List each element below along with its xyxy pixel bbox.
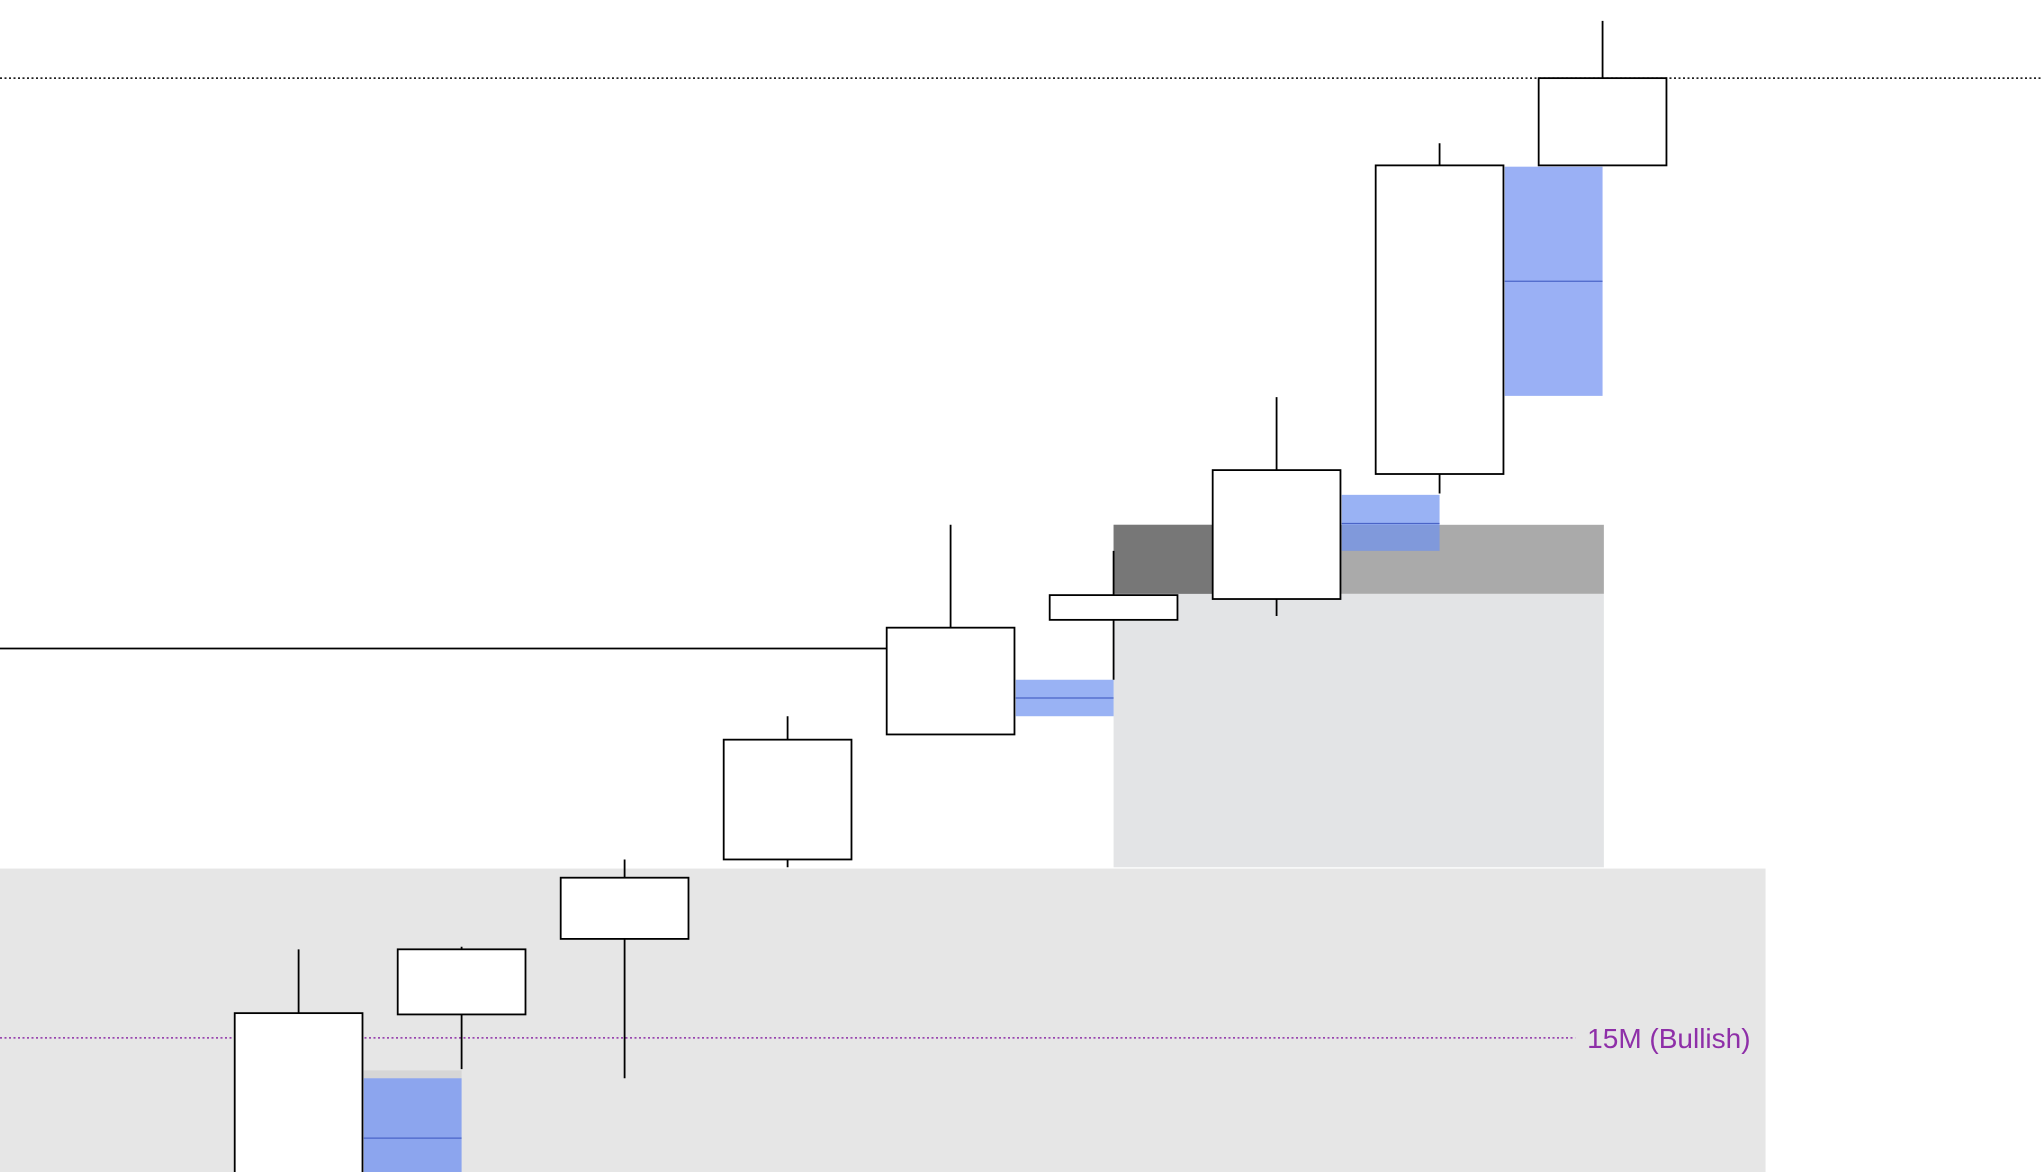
zone	[1113, 593, 1604, 868]
candle-body	[1374, 164, 1505, 475]
level-label: 15M (Bullish)	[1587, 1023, 1750, 1054]
candle-body	[1048, 594, 1179, 621]
candle-body	[885, 626, 1016, 736]
candle-body	[1537, 77, 1668, 167]
candle-body	[396, 948, 527, 1016]
candle-body	[559, 876, 690, 940]
candle-body	[722, 738, 853, 861]
zone	[363, 1078, 462, 1172]
zone	[1341, 494, 1440, 551]
candle-body	[1211, 469, 1342, 600]
zone	[1113, 524, 1213, 594]
zone	[363, 1070, 462, 1079]
candle-body	[233, 1012, 364, 1172]
